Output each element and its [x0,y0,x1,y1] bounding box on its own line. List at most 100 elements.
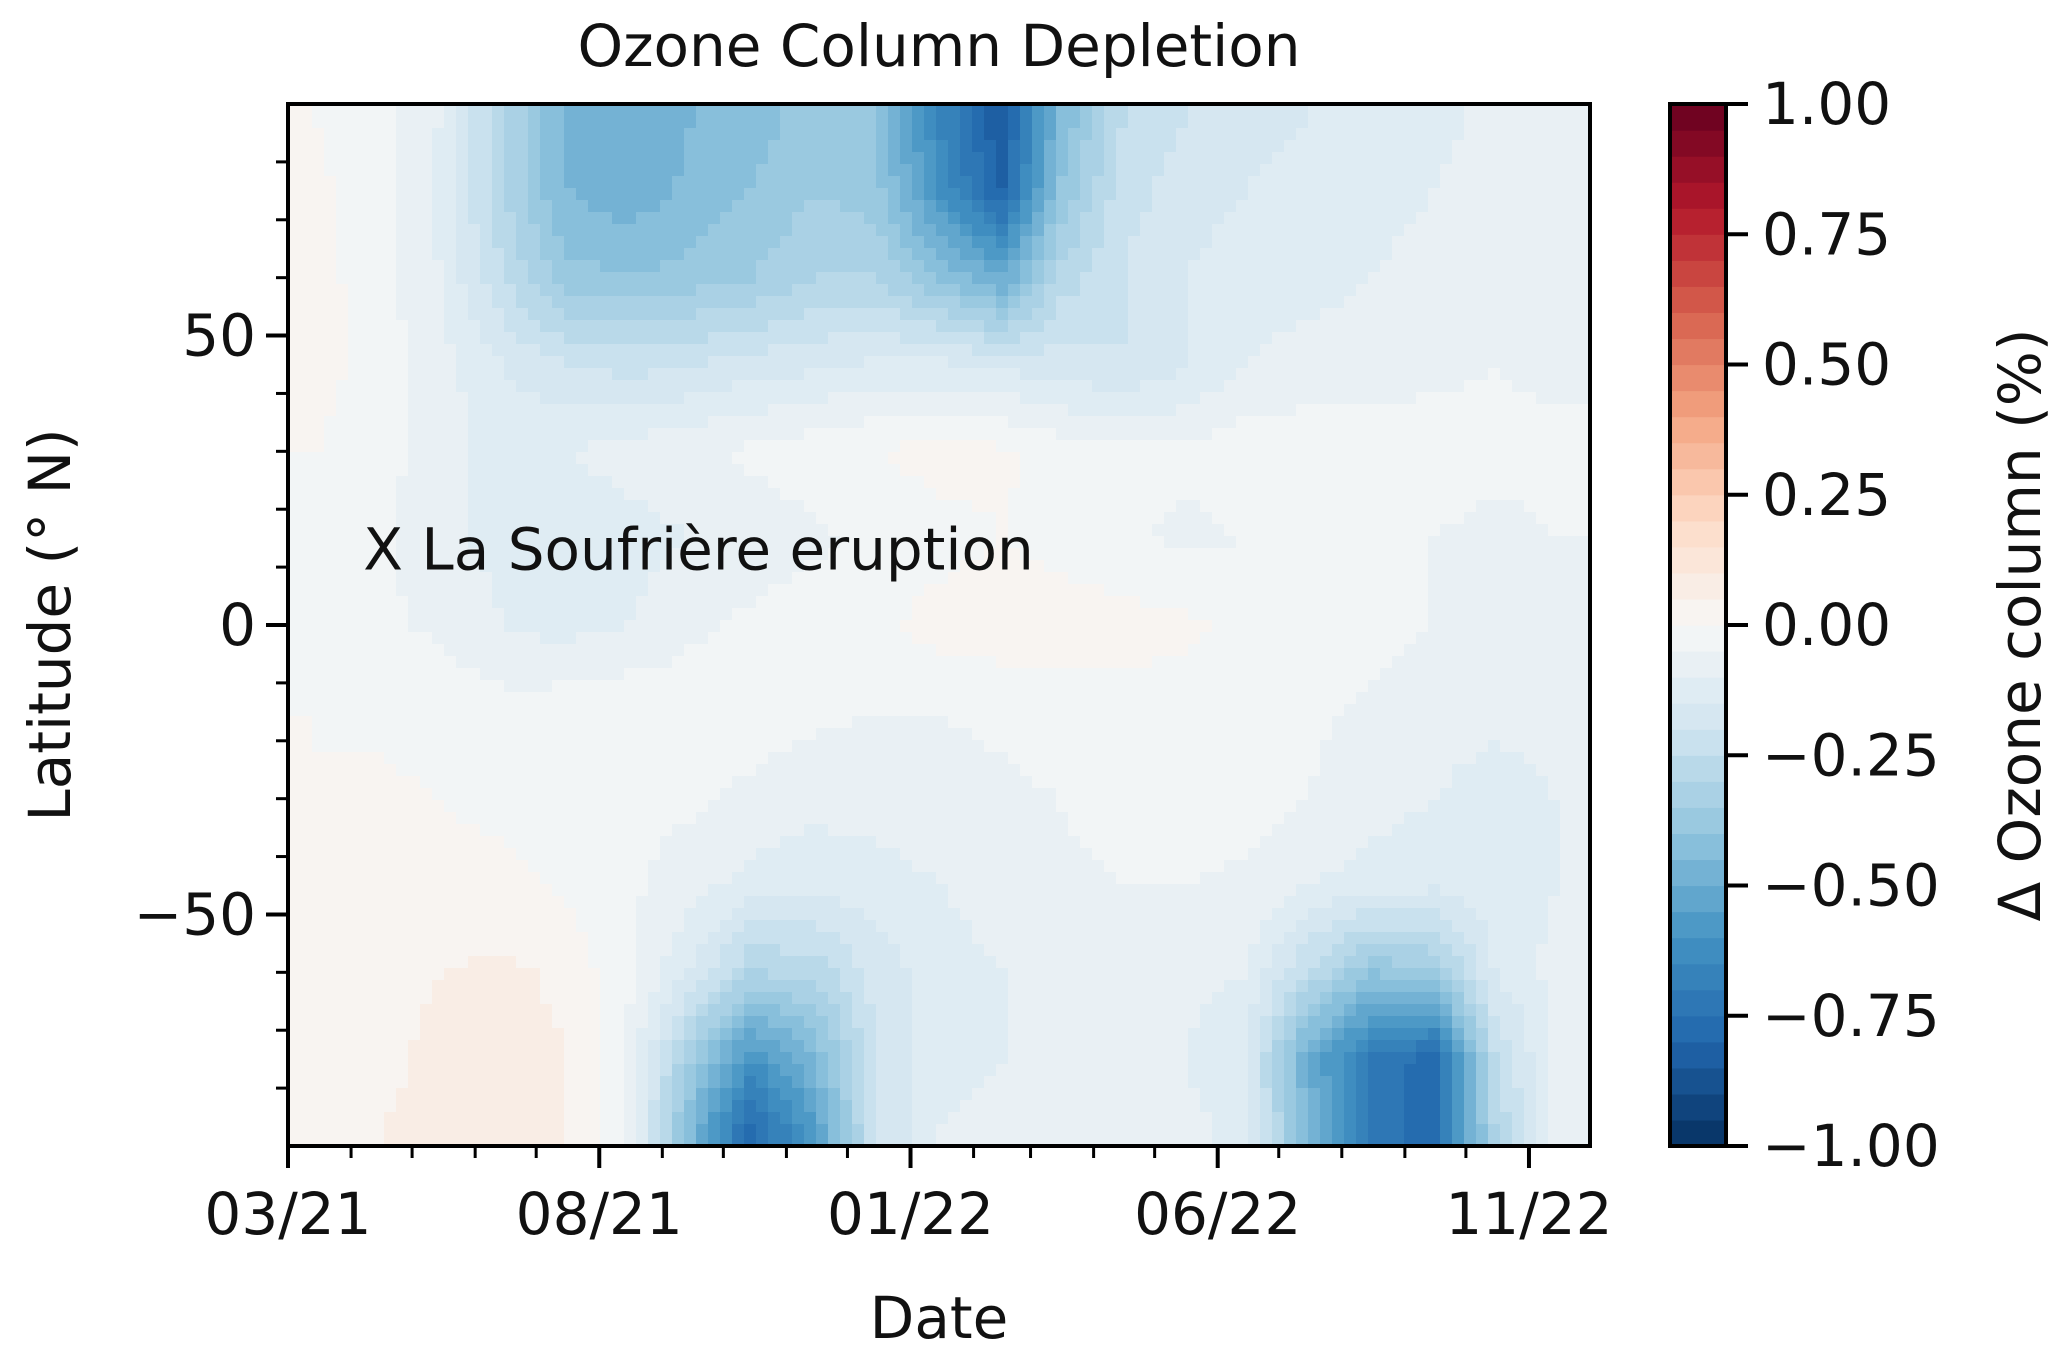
heatmap-cell [540,200,553,213]
heatmap-cell [1464,332,1477,345]
heatmap-cell [1560,236,1573,249]
heatmap-cell [528,284,541,297]
heatmap-cell [324,584,337,597]
heatmap-cell [1092,392,1105,405]
heatmap-cell [744,620,757,633]
heatmap-cell [1320,596,1333,609]
heatmap-cell [708,104,721,117]
heatmap-cell [816,236,829,249]
heatmap-cell [336,512,349,525]
heatmap-cell [588,428,601,441]
heatmap-cell [1584,296,1590,309]
heatmap-cell [1104,200,1117,213]
heatmap-cell [1080,464,1093,477]
heatmap-cell [1248,488,1261,501]
heatmap-cell [972,500,985,513]
heatmap-cell [684,512,697,525]
heatmap-cell [1224,620,1237,633]
heatmap-cell [504,248,517,261]
heatmap-cell [408,224,421,237]
heatmap-cell [684,248,697,261]
heatmap-cell [1212,320,1225,333]
heatmap-cell [1176,272,1189,285]
heatmap-cell [780,224,793,237]
heatmap-cell [900,632,913,645]
heatmap-cell [1164,236,1177,249]
heatmap-cell [1476,260,1489,273]
heatmap-cell [336,140,349,153]
heatmap-cell [528,308,541,321]
heatmap-cell [696,356,709,369]
heatmap-cell [336,548,349,561]
heatmap-cell [1260,524,1273,537]
heatmap-cell [324,128,337,141]
heatmap-cell [948,440,961,453]
heatmap-cell [1224,440,1237,453]
heatmap-cell [828,536,841,549]
heatmap-cell [1404,440,1417,453]
heatmap-cell [948,176,961,189]
heatmap-cell [1200,632,1213,645]
heatmap-cell [372,116,385,129]
heatmap-cell [684,308,697,321]
heatmap-cell [372,308,385,321]
heatmap-cell [1308,452,1321,465]
heatmap-cell [744,260,757,273]
heatmap-cell [408,404,421,417]
heatmap-cell [1404,368,1417,381]
heatmap-cell [1584,560,1590,573]
heatmap-cell [504,512,517,525]
heatmap-cell [876,476,889,489]
heatmap-cell [1152,440,1165,453]
heatmap-cell [888,524,901,537]
heatmap-cell [780,260,793,273]
heatmap-cell [1260,572,1273,585]
heatmap-cell [1272,224,1285,237]
heatmap-cell [1452,596,1465,609]
heatmap-cell [768,620,781,633]
heatmap-cell [1188,224,1201,237]
heatmap-cell [1044,572,1057,585]
heatmap-cell [1260,296,1273,309]
heatmap-cell [456,260,469,273]
heatmap-cell [444,344,457,357]
heatmap-cell [780,416,793,429]
heatmap-cell [732,428,745,441]
heatmap-cell [468,116,481,129]
heatmap-cell [456,368,469,381]
heatmap-cell [780,296,793,309]
heatmap-cell [1008,236,1021,249]
heatmap-cell [408,632,421,645]
heatmap-cell [768,104,781,117]
heatmap-cell [1500,584,1513,597]
heatmap-cell [804,368,817,381]
heatmap-cell [1428,512,1441,525]
heatmap-cell [1212,608,1225,621]
heatmap-cell [1044,620,1057,633]
heatmap-cell [672,296,685,309]
heatmap-cell [1452,488,1465,501]
heatmap-cell [1176,596,1189,609]
heatmap-cell [1344,104,1357,117]
heatmap-cell [396,452,409,465]
heatmap-cell [648,608,661,621]
heatmap-cell [792,620,805,633]
heatmap-cell [1320,200,1333,213]
heatmap-cell [1416,248,1429,261]
heatmap-cell [420,632,433,645]
heatmap-cell [468,452,481,465]
heatmap-cell [672,176,685,189]
heatmap-cell [828,428,841,441]
heatmap-cell [1104,548,1117,561]
heatmap-cell [1140,140,1153,153]
heatmap-cell [336,212,349,225]
heatmap-cell [672,260,685,273]
heatmap-cell [660,452,673,465]
heatmap-cell [1344,440,1357,453]
heatmap-cell [1164,224,1177,237]
heatmap-cell [708,308,721,321]
heatmap-cell [348,500,361,513]
heatmap-cell [1116,332,1129,345]
heatmap-cell [492,632,505,645]
heatmap-cell [1020,140,1033,153]
